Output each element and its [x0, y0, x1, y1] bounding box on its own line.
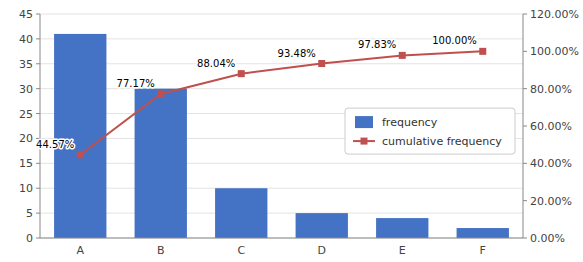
- y2-tick: [523, 200, 527, 201]
- marker: [77, 151, 84, 158]
- chart-container: 0 5 10 15 20 25 30 35 40 45 0.00% 20.00% 40.00% 60.00…: [0, 0, 583, 262]
- data-label: 44.57%: [36, 139, 74, 150]
- y2-tick: [523, 88, 527, 89]
- y-tick: [36, 238, 40, 239]
- y2-tick: [523, 126, 527, 127]
- marks: [54, 34, 509, 238]
- y-tick-label: 0: [26, 232, 33, 245]
- y-tick: [36, 38, 40, 39]
- data-label: 88.04%: [197, 58, 235, 69]
- y-tick-label: 30: [19, 83, 33, 96]
- data-label: 77.17%: [117, 78, 155, 89]
- bar: [135, 89, 187, 238]
- y-tick-label: 45: [19, 8, 33, 21]
- y2-tick: [523, 238, 527, 239]
- grid-line: [40, 63, 523, 64]
- y-tick: [36, 88, 40, 89]
- bar: [54, 34, 106, 238]
- legend-box: [345, 108, 515, 154]
- y2-tick-label: 40.00%: [530, 157, 572, 170]
- marker: [399, 52, 406, 59]
- y-tick: [36, 14, 40, 15]
- y-tick: [36, 63, 40, 64]
- y2-tick: [523, 51, 527, 52]
- marker: [238, 70, 245, 77]
- marker: [157, 90, 164, 97]
- plot: 0 5 10 15 20 25 30 35 40 45 0.00% 20.00% 40.00% 60.00…: [19, 8, 579, 257]
- y-tick: [36, 188, 40, 189]
- legend-label: frequency: [382, 116, 438, 129]
- y-tick: [36, 163, 40, 164]
- y-tick-label: 15: [19, 157, 33, 170]
- x-tick-label: F: [480, 244, 486, 257]
- x-tick-label: B: [157, 244, 165, 257]
- y-tick-label: 35: [19, 58, 33, 71]
- data-label: 97.83%: [358, 39, 396, 50]
- y-tick-label: 25: [19, 108, 33, 121]
- y2-tick-label: 120.00%: [530, 8, 579, 21]
- y2-axis-line: [523, 14, 524, 238]
- y2-tick-label: 60.00%: [530, 120, 572, 133]
- grid-line: [40, 88, 523, 89]
- bar: [296, 213, 348, 238]
- grid-line: [40, 213, 523, 214]
- grid-line: [40, 163, 523, 164]
- data-label: 93.48%: [278, 48, 316, 59]
- x-tick-label: C: [237, 244, 245, 257]
- legend-marker: [361, 138, 368, 145]
- grid-line: [40, 188, 523, 189]
- y2-tick: [523, 163, 527, 164]
- marker: [318, 60, 325, 67]
- y2-tick: [523, 14, 527, 15]
- marker: [479, 48, 486, 55]
- y-tick: [36, 113, 40, 114]
- y2-tick-label: 80.00%: [530, 83, 572, 96]
- legend: frequency cumulative frequency: [345, 108, 515, 154]
- bar: [215, 188, 267, 238]
- y-tick: [36, 213, 40, 214]
- x-tick-label: E: [399, 244, 406, 257]
- y2-tick-label: 100.00%: [530, 45, 579, 58]
- y-tick-label: 40: [19, 33, 33, 46]
- y2-tick-label: 20.00%: [530, 195, 572, 208]
- x-tick-label: D: [318, 244, 326, 257]
- legend-label: cumulative frequency: [382, 135, 502, 148]
- y-tick-label: 10: [19, 182, 33, 195]
- y-tick-label: 5: [26, 207, 33, 220]
- grid-line: [40, 14, 523, 15]
- chart-svg: 0 5 10 15 20 25 30 35 40 45 0.00% 20.00% 40.00% 60.00…: [0, 0, 583, 262]
- x-axis-line: [40, 238, 523, 239]
- data-label: 100.00%: [432, 35, 477, 46]
- legend-swatch: [355, 116, 373, 128]
- grid-line: [40, 238, 523, 239]
- bar: [457, 228, 509, 238]
- y-axis-line: [40, 14, 41, 238]
- y2-tick-label: 0.00%: [530, 232, 565, 245]
- bar: [376, 218, 428, 238]
- x-tick-label: A: [76, 244, 84, 257]
- y-tick-label: 20: [19, 132, 33, 145]
